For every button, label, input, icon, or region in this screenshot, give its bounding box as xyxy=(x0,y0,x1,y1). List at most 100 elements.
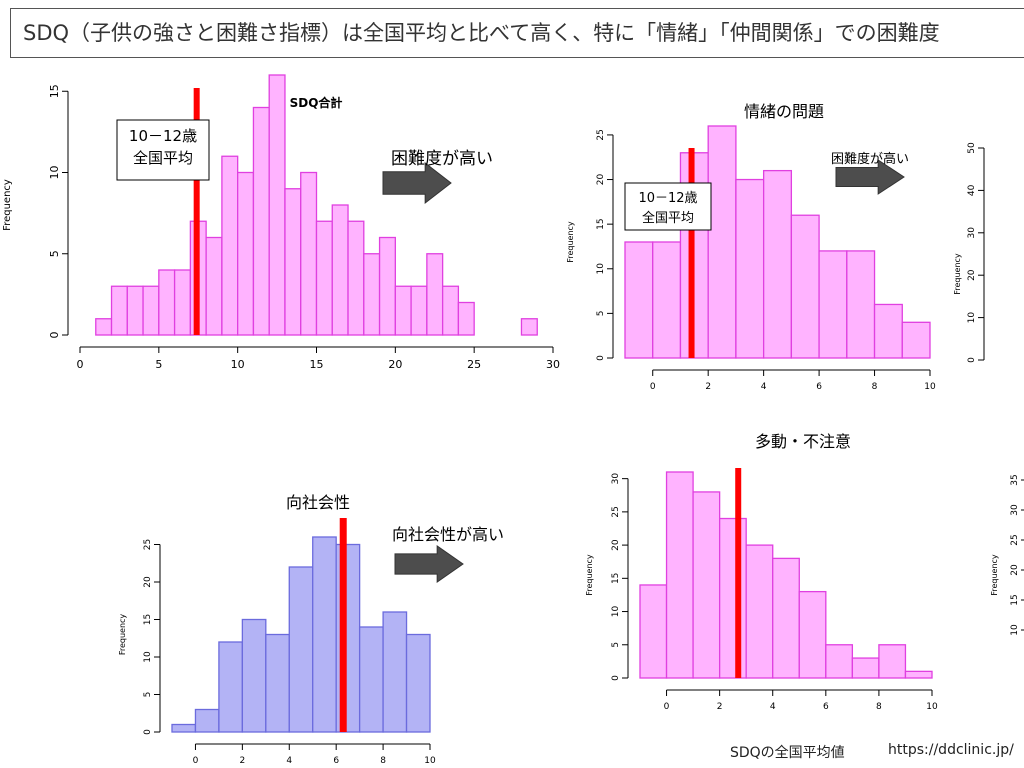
right-arrow-icon xyxy=(835,159,905,195)
y-tick-label: 15 xyxy=(611,573,621,584)
y-tick-label: 10 xyxy=(48,166,61,180)
y-tick-label: 0 xyxy=(596,355,606,361)
histogram-bar xyxy=(382,611,408,733)
histogram-bar xyxy=(126,285,144,336)
y-tick-label: 5 xyxy=(143,692,153,698)
x-tick-label: 0 xyxy=(193,756,199,766)
chart-title: 多動・不注意 xyxy=(755,432,851,451)
emotional-problems-histogram: 0 2 4 6 8 10 0 5 10 15 20 25 Frequency 情緒の問題 10－12歳全国平… xyxy=(566,102,936,392)
histogram-bar xyxy=(652,241,682,359)
national-average-line xyxy=(735,468,742,678)
histogram-bar xyxy=(457,301,475,336)
y-tick-label: 20 xyxy=(611,539,621,551)
average-label-text: 10－12歳 xyxy=(129,127,197,145)
hyperactivity-histogram: 0 2 4 6 8 10 0 5 10 15 20 25 30 Frequency 多動・不注意 xyxy=(585,432,938,712)
y-tick-label: 25 xyxy=(596,129,606,140)
x-tick-label: 8 xyxy=(380,756,386,766)
histogram-bar xyxy=(265,633,290,733)
x-tick-label: 10 xyxy=(424,756,436,766)
y-tick-label: 15 xyxy=(596,218,606,229)
right-arrow-icon xyxy=(394,545,464,583)
y-tick-label: 5 xyxy=(611,642,621,648)
y-tick-label: 30 xyxy=(1010,504,1020,516)
source-label: SDQの全国平均値 xyxy=(730,745,845,761)
y-tick-label: 40 xyxy=(967,184,977,196)
histogram-bar xyxy=(335,543,361,733)
y-tick-label: 30 xyxy=(611,473,621,485)
average-label-box xyxy=(624,182,712,231)
y-tick-label: 0 xyxy=(48,332,61,339)
x-tick-label: 2 xyxy=(717,702,723,712)
histogram-bar xyxy=(194,708,220,733)
histogram-bar xyxy=(95,318,113,336)
national-average-line xyxy=(339,518,347,732)
histogram-bar xyxy=(347,220,365,336)
histogram-bar xyxy=(707,125,737,359)
y-tick-label: 10 xyxy=(611,606,621,618)
chart-title: 情緒の問題 xyxy=(744,102,824,121)
average-label-text: 全国平均 xyxy=(642,210,694,226)
arrow-label: 向社会性が高い xyxy=(392,525,504,544)
partial-histogram-right-bottom: 10 15 20 25 30 35 Frequency xyxy=(990,474,1024,636)
histogram-bar xyxy=(171,723,197,733)
x-tick-label: 6 xyxy=(333,756,339,766)
x-tick-label: 2 xyxy=(705,382,711,392)
histogram-bar xyxy=(158,269,176,336)
histogram-bar xyxy=(394,285,412,336)
y-tick-label: 5 xyxy=(596,311,606,317)
histogram-bar xyxy=(851,657,880,679)
histogram-bar xyxy=(205,236,223,336)
histogram-bar xyxy=(252,106,270,336)
histogram-bar xyxy=(901,321,931,359)
y-tick-label: 15 xyxy=(48,84,61,98)
x-tick-label: 10 xyxy=(231,358,245,371)
histogram-bar xyxy=(790,214,820,359)
y-axis-label: Frequency xyxy=(585,554,594,596)
y-tick-label: 10 xyxy=(143,651,153,663)
histogram-bar xyxy=(410,285,428,336)
histogram-bar xyxy=(904,670,933,679)
y-axis-label: Frequency xyxy=(566,221,575,263)
x-tick-label: 4 xyxy=(761,382,767,392)
chart-title: SDQ合計 xyxy=(290,95,343,110)
average-label-text: 全国平均 xyxy=(133,149,193,167)
histogram-bar xyxy=(818,250,848,359)
y-tick-label: 25 xyxy=(143,539,153,550)
x-tick-label: 4 xyxy=(770,702,776,712)
y-tick-label: 20 xyxy=(596,174,606,186)
x-tick-label: 0 xyxy=(77,358,84,371)
histogram-bar xyxy=(300,171,318,336)
y-tick-label: 20 xyxy=(1010,564,1020,576)
histogram-bar xyxy=(772,557,800,679)
histogram-bar xyxy=(798,590,827,679)
y-tick-label: 5 xyxy=(48,250,61,257)
average-label-text: 10－12歳 xyxy=(638,191,697,206)
y-tick-label: 0 xyxy=(611,675,621,681)
histogram-bar xyxy=(315,220,333,336)
histogram-bar xyxy=(110,285,128,336)
histogram-bar xyxy=(735,178,765,359)
y-tick-label: 15 xyxy=(1010,594,1020,605)
histogram-bar xyxy=(218,641,244,733)
y-tick-label: 0 xyxy=(143,729,153,735)
y-tick-label: 20 xyxy=(143,576,153,588)
histogram-bar xyxy=(665,471,694,679)
histogram-bar xyxy=(846,250,876,359)
histogram-bar xyxy=(878,644,907,679)
histogram-bar xyxy=(520,318,538,336)
x-tick-label: 8 xyxy=(876,702,882,712)
source-url[interactable]: https://ddclinic.jp/ xyxy=(888,742,1014,758)
histogram-bar xyxy=(718,517,747,679)
x-tick-label: 0 xyxy=(664,702,670,712)
arrow-label: 困難度が高い xyxy=(391,149,493,169)
slide-title: SDQ（子供の強さと困難さ指標）は全国平均と比べて高く、特に「情緒」「仲間関係」… xyxy=(10,8,1024,58)
x-tick-label: 30 xyxy=(546,358,560,371)
y-tick-label: 25 xyxy=(1010,534,1020,545)
histogram-bar xyxy=(268,74,286,336)
histogram-bar xyxy=(221,155,239,336)
national-average-line xyxy=(193,88,200,335)
y-tick-label: 25 xyxy=(611,506,621,517)
average-label-box xyxy=(116,119,210,181)
y-tick-label: 30 xyxy=(967,227,977,239)
